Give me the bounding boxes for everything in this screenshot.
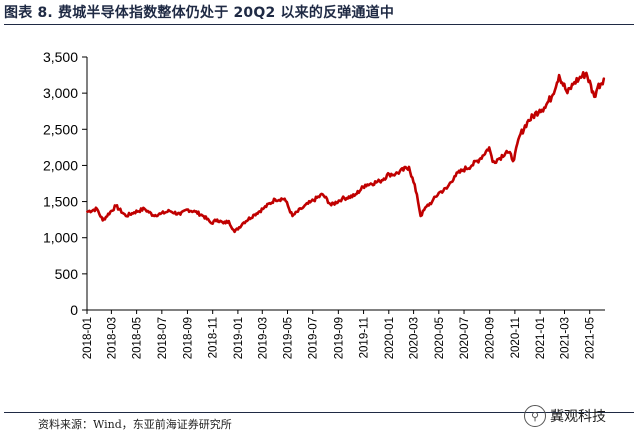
x-tick-label: 2019-05 xyxy=(283,317,295,359)
x-tick-label: 2018-09 xyxy=(182,317,194,359)
y-tick-label: 2,500 xyxy=(43,121,78,137)
x-tick-label: 2019-03 xyxy=(257,317,269,359)
bottom-rule xyxy=(4,412,634,413)
x-tick-label: 2021-05 xyxy=(585,317,597,359)
x-tick-label: 2019-01 xyxy=(233,317,245,359)
x-tick-label: 2019-07 xyxy=(308,317,320,359)
x-tick-label: 2019-11 xyxy=(359,317,371,358)
source-note: 资料来源：Wind，东亚前海证券研究所 xyxy=(38,418,232,431)
x-tick-label: 2021-01 xyxy=(535,317,547,359)
y-tick-label: 0 xyxy=(70,302,78,318)
x-tick-label: 2020-03 xyxy=(409,317,421,359)
title-rule xyxy=(4,24,634,25)
x-ticks: 2018-01 2018-03 2018-05 2018-07 2018-09 2018-… xyxy=(82,310,597,359)
x-tick-label: 2020-07 xyxy=(459,317,471,359)
x-tick-label: 2018-05 xyxy=(132,317,144,359)
x-tick-label: 2018-01 xyxy=(82,317,94,359)
watermark-text: 冀观科技 xyxy=(550,409,606,425)
x-tick-label: 2020-11 xyxy=(510,317,522,358)
wechat-search-icon: ⚲ xyxy=(524,405,546,427)
watermark: ⚲ 冀观科技 xyxy=(524,404,606,428)
series-line xyxy=(86,71,606,234)
line-chart: 0 500 1,000 1,500 2,000 2,500 3,000 3,500 2018-… xyxy=(43,49,606,359)
x-tick-label: 2018-11 xyxy=(208,317,220,358)
x-tick-label: 2020-09 xyxy=(485,317,497,359)
x-tick-label: 2018-03 xyxy=(106,317,118,359)
y-tick-label: 3,500 xyxy=(43,49,78,65)
x-tick-label: 2020-01 xyxy=(384,317,396,359)
y-tick-label: 1,000 xyxy=(43,230,78,246)
y-tick-label: 500 xyxy=(55,266,79,282)
x-tick-label: 2019-09 xyxy=(333,317,345,359)
x-tick-label: 2020-05 xyxy=(434,317,446,359)
figure-title: 图表 8. 费城半导体指数整体仍处于 20Q2 以来的反弹通道中 xyxy=(4,5,395,21)
x-tick-label: 2021-03 xyxy=(559,317,571,359)
y-ticks: 0 500 1,000 1,500 2,000 2,500 3,000 3,500 xyxy=(43,49,87,318)
y-tick-label: 3,000 xyxy=(43,85,78,101)
y-tick-label: 1,500 xyxy=(43,194,78,210)
y-tick-label: 2,000 xyxy=(43,157,78,173)
x-tick-label: 2018-07 xyxy=(157,317,169,359)
